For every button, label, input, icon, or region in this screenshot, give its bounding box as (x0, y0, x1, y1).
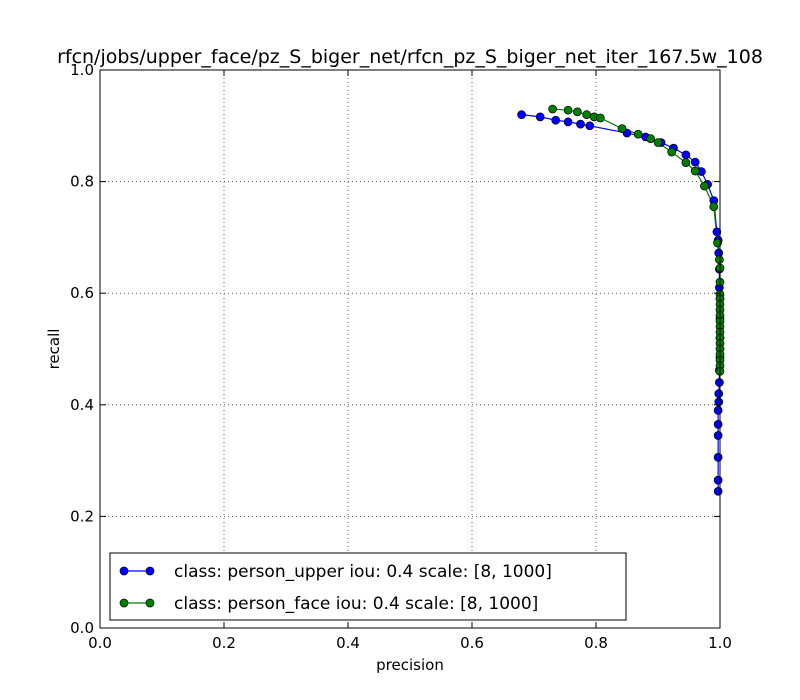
series-point-2 (563, 105, 573, 115)
series-point-1 (713, 475, 723, 485)
y-tick-label: 0.0 (70, 619, 94, 637)
series-point-2 (548, 104, 557, 114)
legend-marker-2 (145, 598, 155, 608)
x-tick-label: 1.0 (708, 634, 732, 652)
series-point-1 (715, 378, 724, 387)
y-axis-label: recall (45, 329, 63, 370)
series-point-1 (713, 452, 723, 462)
series-point-2 (633, 129, 643, 139)
series-point-2 (582, 110, 592, 119)
x-axis-label: precision (376, 656, 444, 674)
series-point-1 (551, 115, 561, 125)
series-point-2 (667, 147, 676, 157)
series-point-2 (653, 138, 663, 147)
axis-ticks: 0.0 0.2 0.4 0.6 0.8 1.0 0.0 0.2 0.4 0.6 0.8 1.0 (70, 61, 732, 652)
series-point-1 (517, 110, 526, 119)
chart-title: rfcn/jobs/upper_face/pz_S_biger_net/rfcn… (57, 46, 763, 68)
series-point-1 (585, 121, 595, 131)
series-point-1 (714, 389, 724, 398)
series-point-1 (713, 406, 723, 415)
y-tick-label: 1.0 (70, 61, 94, 79)
y-tick-label: 0.6 (70, 284, 94, 302)
series-point-2 (646, 134, 655, 143)
legend-label-2: class: person_face iou: 0.4 scale: [8, 1… (174, 594, 538, 614)
series-point-1 (576, 119, 585, 129)
series-point-2 (681, 158, 691, 167)
x-tick-label: 0.6 (460, 634, 484, 652)
y-tick-label: 0.8 (70, 173, 94, 191)
legend-marker-1 (145, 566, 155, 576)
series-point-2 (709, 202, 719, 212)
x-tick-label: 0.2 (212, 634, 236, 652)
x-tick-label: 0.8 (584, 634, 608, 652)
series-point-2 (573, 107, 582, 117)
legend-box (109, 552, 627, 621)
series-point-1 (713, 486, 723, 496)
series-point-1 (714, 397, 724, 407)
series-point-1 (712, 227, 722, 237)
series-point-1 (713, 419, 723, 429)
series-point-2 (617, 124, 627, 133)
data-series (517, 104, 725, 496)
series-point-1 (690, 157, 700, 167)
series-point-1 (535, 112, 545, 122)
plot-frame (99, 69, 721, 629)
x-tick-label: 0.0 (88, 634, 112, 652)
series-point-1 (563, 117, 573, 127)
series-point-1 (681, 150, 691, 160)
series-point-2 (715, 255, 724, 265)
axes (99, 69, 721, 629)
grid-lines (100, 70, 720, 628)
legend: class: person_upper iou: 0.4 scale: [8, … (109, 552, 627, 621)
x-tick-label: 0.4 (336, 634, 360, 652)
series-point-2 (690, 166, 700, 176)
y-tick-label: 0.2 (70, 507, 94, 525)
series-point-1 (713, 431, 723, 440)
legend-marker-1 (119, 566, 129, 576)
series-point-2 (700, 181, 709, 191)
legend-marker-2 (119, 598, 129, 608)
y-tick-label: 0.4 (70, 396, 94, 414)
series-point-2 (595, 113, 605, 123)
legend-label-1: class: person_upper iou: 0.4 scale: [8, … (174, 562, 552, 582)
